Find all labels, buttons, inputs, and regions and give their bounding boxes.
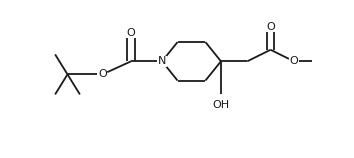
Text: O: O	[98, 69, 107, 79]
Text: O: O	[290, 56, 298, 66]
Text: O: O	[127, 28, 136, 38]
Text: N: N	[158, 56, 166, 66]
Text: O: O	[266, 22, 275, 32]
Text: OH: OH	[212, 100, 229, 110]
